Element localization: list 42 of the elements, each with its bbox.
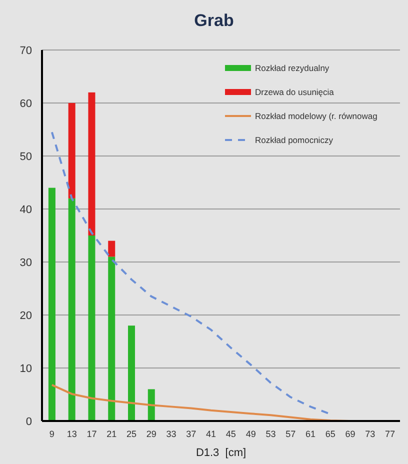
x-tick-label: 9 xyxy=(49,429,54,439)
bar xyxy=(68,103,76,198)
bar xyxy=(148,389,155,421)
x-tick-label: 21 xyxy=(106,429,117,439)
x-axis-title: D1.3 [cm] xyxy=(196,447,246,459)
x-tick-label: 73 xyxy=(365,429,376,439)
x-tick-label: 53 xyxy=(266,429,276,439)
x-tick-label: 29 xyxy=(146,429,156,439)
y-tick-label: 0 xyxy=(26,416,32,428)
bar xyxy=(108,256,116,421)
legend-label: Drzewa do usunięcia xyxy=(255,87,334,97)
x-tick-label: 33 xyxy=(166,429,176,439)
y-tick-label: 60 xyxy=(20,98,32,110)
legend-label: Rozkład pomocniczy xyxy=(255,135,334,145)
x-tick-label: 69 xyxy=(345,429,356,439)
y-tick-label: 30 xyxy=(20,257,32,269)
x-tick-label: 57 xyxy=(286,429,296,439)
bar xyxy=(68,198,76,421)
x-tick-label: 45 xyxy=(226,429,236,439)
bar xyxy=(108,240,116,257)
y-tick-label: 20 xyxy=(20,310,32,322)
x-tick-label: 37 xyxy=(186,429,196,439)
bar xyxy=(88,236,96,421)
x-tick-label: 61 xyxy=(305,429,316,439)
y-tick-label: 50 xyxy=(20,151,32,163)
x-tick-label: 49 xyxy=(246,429,256,439)
bar xyxy=(48,188,56,421)
legend-label: Rozkład rezydualny xyxy=(255,63,330,73)
chart-title: Grab xyxy=(194,11,234,30)
bar xyxy=(128,326,135,421)
x-tick-label: 41 xyxy=(206,429,216,439)
x-tick-label: 25 xyxy=(126,429,137,439)
x-tick-label: 77 xyxy=(385,429,396,439)
y-tick-label: 10 xyxy=(20,363,32,375)
bar xyxy=(88,92,96,236)
line-series xyxy=(50,131,332,416)
y-tick-label: 40 xyxy=(20,204,32,216)
x-tick-label: 65 xyxy=(325,429,336,439)
x-tick-label: 13 xyxy=(66,429,77,439)
y-tick-label: 70 xyxy=(20,45,32,57)
x-tick-label: 17 xyxy=(86,429,97,439)
legend-label: Rozkład modelowy (r. równowag xyxy=(255,111,378,121)
